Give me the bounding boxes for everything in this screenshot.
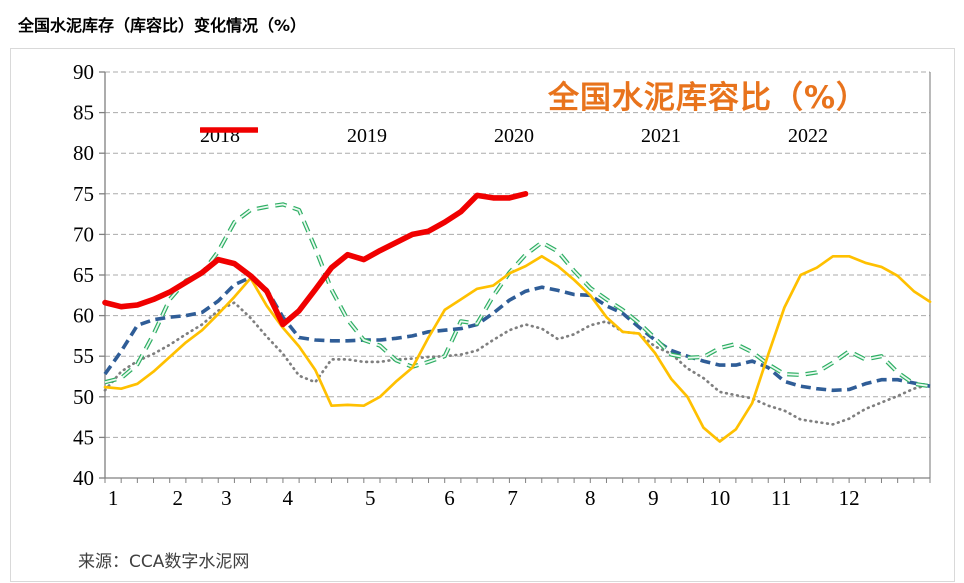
y-tick-label-60: 60 — [73, 304, 94, 328]
y-tick-label-40: 40 — [73, 466, 94, 490]
page-title: 全国水泥库存（库容比）变化情况（%） — [18, 16, 307, 35]
source-caption: 来源：CCA数字水泥网 — [78, 552, 250, 572]
chart-legend: 2018 2019 2020 2021 2022 — [200, 125, 828, 148]
y-tick-label-90: 90 — [73, 60, 94, 84]
chart-inner-title: 全国水泥库容比（%） — [548, 80, 869, 116]
x-tick-label-month-7: 7 — [507, 486, 518, 510]
legend-line-sample-2022 — [200, 127, 258, 133]
x-tick-label-month-12: 12 — [839, 486, 860, 510]
y-tick-label-70: 70 — [73, 222, 94, 246]
y-tick-label-65: 65 — [73, 263, 94, 287]
legend-item-2021: 2021 — [200, 125, 681, 148]
series-line-2020 — [104, 202, 931, 389]
y-tick-label-50: 50 — [73, 385, 94, 409]
x-tick-label-month-10: 10 — [709, 486, 730, 510]
series-line-2018 — [103, 301, 932, 426]
y-tick-label-85: 85 — [73, 101, 94, 125]
legend-label-2021: 2021 — [641, 125, 681, 147]
chart-frame — [10, 48, 955, 582]
x-tick-label-month-2: 2 — [173, 486, 184, 510]
x-tick-label-month-5: 5 — [365, 486, 376, 510]
legend-label-2022: 2022 — [788, 125, 828, 147]
x-tick-label-month-8: 8 — [585, 486, 596, 510]
x-tick-label-month-1: 1 — [108, 486, 119, 510]
y-tick-label-75: 75 — [73, 182, 94, 206]
y-tick-label-80: 80 — [73, 141, 94, 165]
series-line-core-2020 — [104, 203, 931, 388]
x-tick-label-month-3: 3 — [221, 486, 232, 510]
legend-item-2022: 2022 — [200, 125, 828, 148]
series-line-2019 — [103, 275, 931, 393]
series-line-2021 — [103, 254, 932, 443]
y-tick-label-45: 45 — [73, 425, 94, 449]
y-tick-label-55: 55 — [73, 344, 94, 368]
legend-label-2020: 2020 — [494, 125, 534, 147]
legend-item-2019: 2019 — [201, 125, 387, 148]
legend-label-2019: 2019 — [347, 125, 387, 147]
x-tick-label-month-6: 6 — [444, 486, 455, 510]
x-tick-label-month-11: 11 — [771, 486, 791, 510]
x-tick-label-month-9: 9 — [648, 486, 659, 510]
x-tick-label-month-4: 4 — [283, 486, 294, 510]
series-line-2022 — [102, 191, 529, 328]
legend-item-2020: 2020 — [201, 125, 534, 148]
